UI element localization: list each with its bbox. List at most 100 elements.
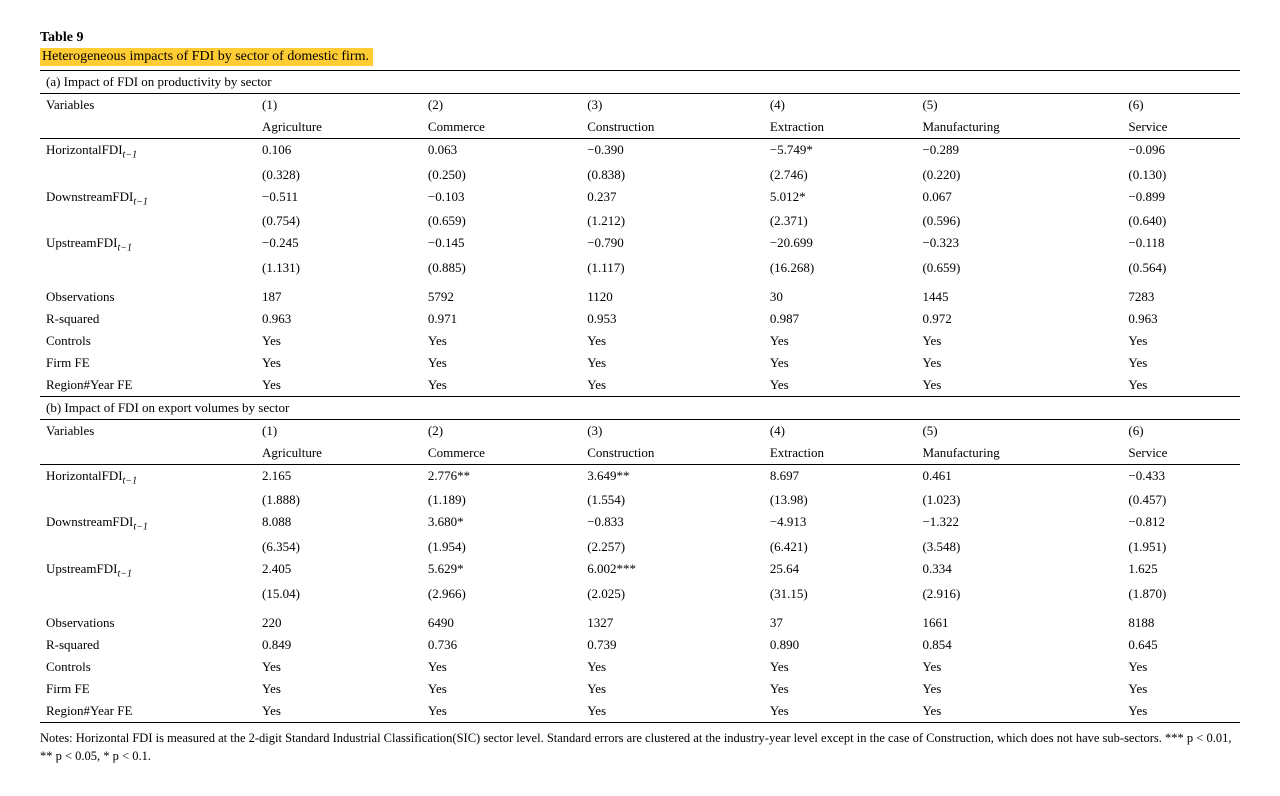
col-num: (1) [256, 94, 422, 117]
cell: Yes [581, 374, 764, 397]
cell: 0.067 [916, 186, 1122, 211]
table-9: Table 9 Heterogeneous impacts of FDI by … [40, 30, 1240, 766]
se-cell: (31.15) [764, 583, 917, 605]
cell: 0.963 [256, 308, 422, 330]
row-label-r2: R-squared [40, 634, 256, 656]
se-cell: (1.888) [256, 489, 422, 511]
cell: 8188 [1122, 605, 1240, 634]
cell: −0.103 [422, 186, 581, 211]
se-cell: (1.212) [581, 210, 764, 232]
cell: Yes [764, 330, 917, 352]
col-num: (2) [422, 419, 581, 442]
regression-table: (a) Impact of FDI on productivity by sec… [40, 70, 1240, 723]
cell: Yes [422, 330, 581, 352]
se-cell: (0.838) [581, 164, 764, 186]
table-notes: Notes: Horizontal FDI is measured at the… [40, 729, 1240, 767]
cell: 30 [764, 279, 917, 308]
se-cell: (0.754) [256, 210, 422, 232]
col-name: Manufacturing [916, 442, 1122, 465]
row-label-dfdi: DownstreamFDIt−1 [40, 186, 256, 211]
cell: 0.237 [581, 186, 764, 211]
cell: −0.245 [256, 232, 422, 257]
col-num: (6) [1122, 94, 1240, 117]
cell: −0.511 [256, 186, 422, 211]
cell: 2.165 [256, 464, 422, 489]
cell: −0.899 [1122, 186, 1240, 211]
cell: Yes [916, 352, 1122, 374]
se-cell: (1.951) [1122, 536, 1240, 558]
cell: 1445 [916, 279, 1122, 308]
cell: −0.289 [916, 139, 1122, 164]
col-num: (2) [422, 94, 581, 117]
cell: 1661 [916, 605, 1122, 634]
row-label-regyfe: Region#Year FE [40, 700, 256, 723]
header-variables: Variables [40, 419, 256, 442]
cell: −20.699 [764, 232, 917, 257]
se-cell: (3.548) [916, 536, 1122, 558]
se-cell: (0.659) [422, 210, 581, 232]
cell: 1120 [581, 279, 764, 308]
col-num: (4) [764, 419, 917, 442]
se-cell: (0.885) [422, 257, 581, 279]
cell: Yes [1122, 656, 1240, 678]
cell: 0.953 [581, 308, 764, 330]
se-cell: (1.189) [422, 489, 581, 511]
cell: −0.433 [1122, 464, 1240, 489]
cell: Yes [916, 678, 1122, 700]
cell: Yes [256, 678, 422, 700]
cell: 0.645 [1122, 634, 1240, 656]
cell: Yes [256, 656, 422, 678]
cell: 187 [256, 279, 422, 308]
cell: Yes [1122, 700, 1240, 723]
col-num: (6) [1122, 419, 1240, 442]
cell: Yes [256, 352, 422, 374]
cell: −0.323 [916, 232, 1122, 257]
cell: 7283 [1122, 279, 1240, 308]
cell: 5.629* [422, 558, 581, 583]
cell: 0.987 [764, 308, 917, 330]
cell: 0.736 [422, 634, 581, 656]
col-name: Service [1122, 442, 1240, 465]
col-name: Construction [581, 116, 764, 139]
cell: Yes [581, 352, 764, 374]
cell: Yes [1122, 330, 1240, 352]
cell: Yes [764, 374, 917, 397]
row-label-regyfe: Region#Year FE [40, 374, 256, 397]
cell: 5792 [422, 279, 581, 308]
cell: 1327 [581, 605, 764, 634]
col-name: Agriculture [256, 116, 422, 139]
cell: 8.088 [256, 511, 422, 536]
cell: Yes [764, 656, 917, 678]
cell: 0.461 [916, 464, 1122, 489]
cell: −4.913 [764, 511, 917, 536]
row-label-obs: Observations [40, 279, 256, 308]
se-cell: (0.328) [256, 164, 422, 186]
se-cell: (1.023) [916, 489, 1122, 511]
cell: −0.096 [1122, 139, 1240, 164]
cell: −0.390 [581, 139, 764, 164]
cell: 5.012* [764, 186, 917, 211]
row-label-hfdi: HorizontalFDIt−1 [40, 464, 256, 489]
se-cell: (2.916) [916, 583, 1122, 605]
cell: Yes [1122, 352, 1240, 374]
cell: 6.002*** [581, 558, 764, 583]
se-cell: (0.564) [1122, 257, 1240, 279]
se-cell: (0.659) [916, 257, 1122, 279]
cell: Yes [581, 330, 764, 352]
col-name: Service [1122, 116, 1240, 139]
row-label-ufdi: UpstreamFDIt−1 [40, 558, 256, 583]
header-variables: Variables [40, 94, 256, 117]
cell: Yes [916, 700, 1122, 723]
cell: Yes [581, 656, 764, 678]
se-cell: (6.421) [764, 536, 917, 558]
cell: Yes [422, 678, 581, 700]
se-cell: (6.354) [256, 536, 422, 558]
cell: Yes [256, 374, 422, 397]
se-cell: (2.371) [764, 210, 917, 232]
row-label-firmfe: Firm FE [40, 352, 256, 374]
row-label-controls: Controls [40, 656, 256, 678]
row-label-ufdi: UpstreamFDIt−1 [40, 232, 256, 257]
se-cell: (0.457) [1122, 489, 1240, 511]
cell: −5.749* [764, 139, 917, 164]
col-name: Agriculture [256, 442, 422, 465]
